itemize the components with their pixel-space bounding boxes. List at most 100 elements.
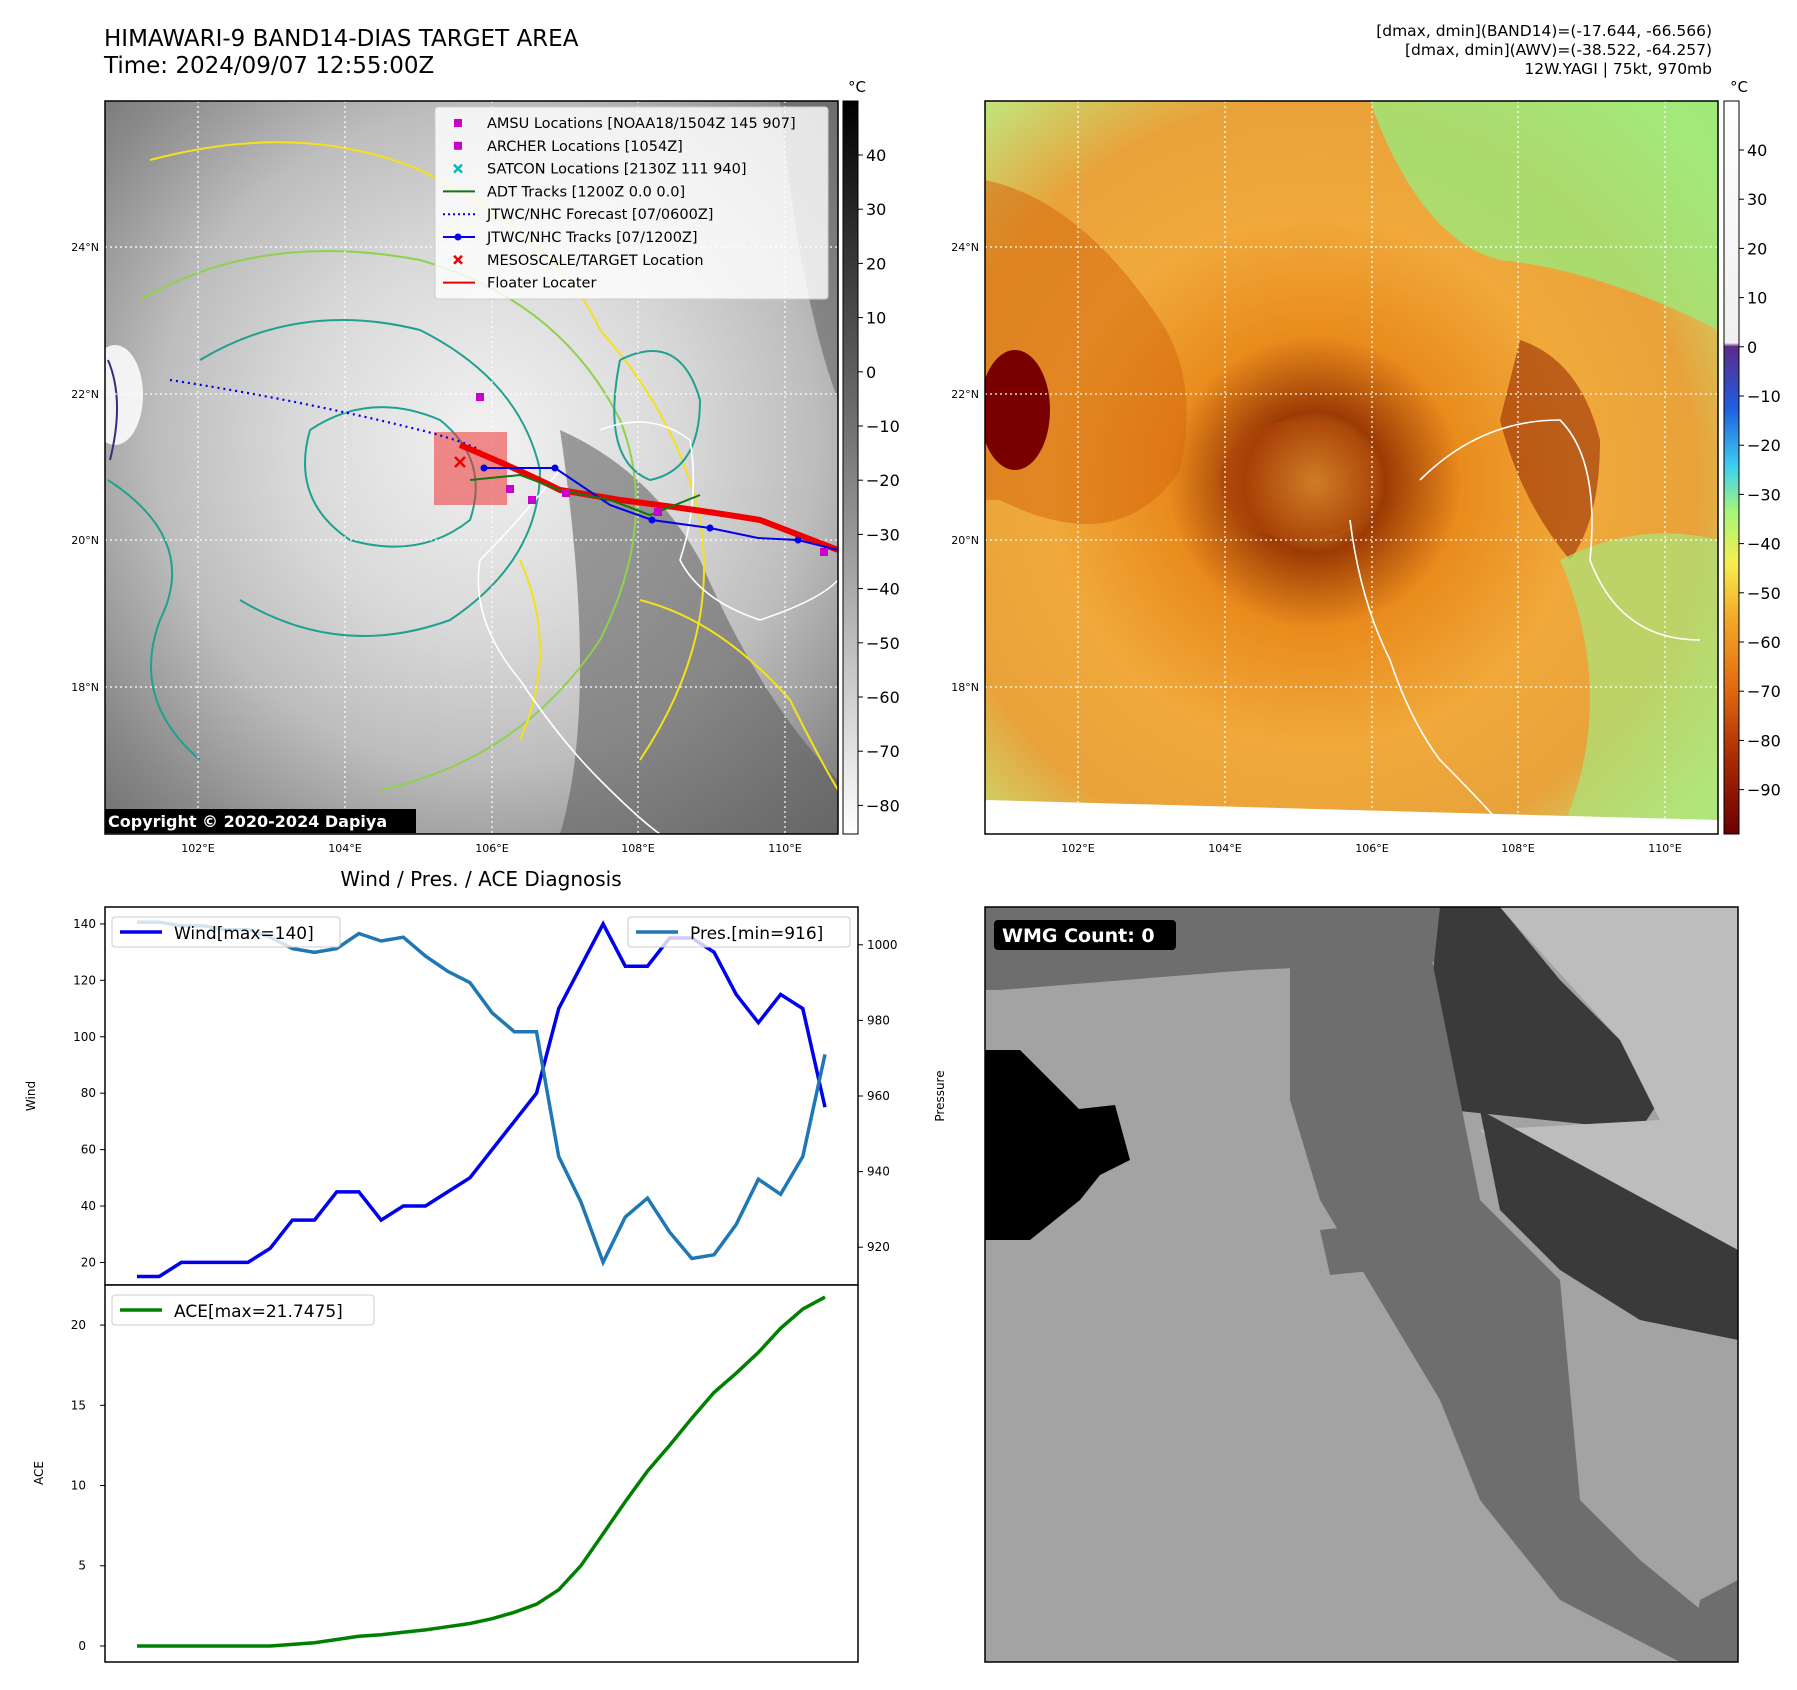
pressure-ylabel: Pressure (933, 1070, 947, 1121)
wmg-count-badge (994, 920, 1176, 950)
ace-ytick: 10 (71, 1479, 86, 1493)
map-left-frame (104, 100, 839, 835)
colorbar-right-tick: −70 (1747, 682, 1781, 701)
info-line-1: [dmax, dmin](BAND14)=(-17.644, -66.566) (1376, 22, 1712, 40)
ace-legend-label: ACE[max=21.7475] (174, 1302, 343, 1322)
ir-map-left: Copyright © 2020-2024 Dapiya AMSU Locati… (71, 100, 839, 855)
colorbar-left-tick: 40 (866, 146, 886, 165)
pressure-ytick: 940 (867, 1165, 890, 1179)
map-right-lon-tick: 106°E (1355, 842, 1388, 855)
map-left-lon-tick: 102°E (181, 842, 214, 855)
colorbar-left-tick: −10 (866, 417, 900, 436)
jtwc-best-track (484, 467, 838, 551)
colorbar-right-bar (1723, 100, 1740, 835)
wind-ytick: 120 (73, 973, 96, 987)
colorbar-left-tick: −40 (866, 580, 900, 599)
colorbar-right-tick: −40 (1747, 535, 1781, 554)
colorbar-right-tick: −90 (1747, 781, 1781, 800)
wind-legend-label: Wind[max=140] (174, 924, 314, 944)
legend-item-label: ADT Tracks [1200Z 0.0 0.0] (487, 184, 685, 200)
colorbar-left-unit: °C (848, 78, 866, 96)
colorbar-left-tick: −70 (866, 742, 900, 761)
colorbar-left-tick: −20 (866, 471, 900, 490)
legend-item-label: JTWC/NHC Forecast [07/0600Z] (486, 207, 713, 223)
ace-ytick: 5 (78, 1559, 86, 1573)
ir-map-right: 24°N 22°N 20°N 18°N 102°E 104°E 106°E 108°E 110… (951, 100, 1719, 855)
colorbar-left-tick: 0 (866, 363, 876, 382)
colorbar-right-tick: −60 (1747, 633, 1781, 652)
legend-item-label: ARCHER Locations [1054Z] (487, 139, 683, 155)
colorbar-left-tick: −80 (866, 796, 900, 815)
colorbar-right: °C 40 30 20 10 0 −10 −20 −30 −40 −50 −60 −70 −80 −90 (1723, 78, 1781, 835)
map-right-lon-tick: 104°E (1208, 842, 1241, 855)
map-right-lat-tick: 22°N (951, 388, 979, 401)
colorbar-left-tick: −50 (866, 634, 900, 653)
wind-ytick: 20 (81, 1255, 96, 1269)
colorbar-left-tick: 10 (866, 309, 886, 328)
pressure-legend-label: Pres.[min=916] (690, 924, 823, 944)
floater-locater-track (458, 442, 838, 553)
pressure-ytick: 920 (867, 1240, 890, 1254)
colorbar-right-tick: −80 (1747, 731, 1781, 750)
ace-ytick: 0 (78, 1639, 86, 1653)
colorbar-right-unit: °C (1730, 78, 1748, 96)
map-left-lon-tick: 108°E (621, 842, 654, 855)
colorbar-right-tick: −50 (1747, 584, 1781, 603)
ace-ytick: 20 (71, 1318, 86, 1332)
title-line-1: HIMAWARI-9 BAND14-DIAS TARGET AREA (104, 26, 579, 52)
colorbar-right-tick: 30 (1747, 190, 1767, 209)
wmg-count-label: WMG Count: 0 (1002, 925, 1155, 947)
ace-ytick: 15 (71, 1398, 86, 1412)
wind-ytick: 80 (81, 1086, 96, 1100)
wind-legend: Wind[max=140] (111, 916, 341, 948)
colorbar-right-tick: 20 (1747, 239, 1767, 258)
legend-item-label: Floater Locater (487, 276, 596, 292)
legend-item-label: SATCON Locations [2130Z 111 940] (487, 162, 746, 178)
colorbar-right-tick: −30 (1747, 485, 1781, 504)
legend-item-label: JTWC/NHC Tracks [07/1200Z] (486, 230, 698, 246)
pressure-ytick: 980 (867, 1013, 890, 1027)
colorbar-right-tick: 0 (1747, 338, 1757, 357)
pressure-legend: Pres.[min=916] (627, 916, 851, 948)
copyright-text: Copyright © 2020-2024 Dapiya (108, 812, 387, 831)
map-left-lat-tick: 22°N (71, 388, 99, 401)
diagnosis-title: Wind / Pres. / ACE Diagnosis (340, 867, 621, 891)
wmg-frame (984, 906, 1739, 1663)
colorbar-left-tick: −60 (866, 688, 900, 707)
info-line-3: 12W.YAGI | 75kt, 970mb (1524, 60, 1712, 78)
colorbar-left-tick: −30 (866, 525, 900, 544)
legend-item-label: AMSU Locations [NOAA18/1504Z 145 907] (487, 116, 796, 132)
colorbar-right-tick: −10 (1747, 387, 1781, 406)
title-line-2: Time: 2024/09/07 12:55:00Z (104, 53, 435, 79)
map-right-lon-tick: 102°E (1061, 842, 1094, 855)
storm-info: [dmax, dmin](BAND14)=(-17.644, -66.566) … (1100, 22, 1712, 79)
map-left-lat-tick: 24°N (71, 241, 99, 254)
wind-series-line (137, 920, 827, 1279)
ace-frame (104, 1284, 859, 1663)
map-right-lon-tick: 110°E (1648, 842, 1681, 855)
ace-ylabel: ACE (32, 1461, 46, 1485)
map-left-lon-tick: 110°E (768, 842, 801, 855)
map-left-lat-tick: 20°N (71, 534, 99, 547)
colorbar-left-tick: 30 (866, 200, 886, 219)
colorbar-left: °C 40 30 20 10 0 −10 −20 −30 −40 −50 −60 −70 −80 (842, 78, 900, 835)
info-line-2: [dmax, dmin](AWV)=(-38.522, -64.257) (1405, 41, 1712, 59)
pressure-ytick: 1000 (867, 938, 898, 952)
map-right-lat-tick: 24°N (951, 241, 979, 254)
wind-ytick: 140 (73, 917, 96, 931)
ace-chart: 0 5 10 15 20 ACE ACE[max=21.7475] (32, 1284, 859, 1663)
map-right-lat-tick: 18°N (951, 681, 979, 694)
wind-pressure-frame (104, 906, 859, 1286)
ace-legend: ACE[max=21.7475] (111, 1294, 375, 1326)
figure-title: HIMAWARI-9 BAND14-DIAS TARGET AREA Time:… (104, 26, 578, 80)
pressure-ytick: 960 (867, 1089, 890, 1103)
ace-series-line (137, 1295, 826, 1648)
legend-item-label: MESOSCALE/TARGET Location (487, 253, 704, 269)
wind-ytick: 100 (73, 1030, 96, 1044)
wind-ytick: 40 (81, 1199, 96, 1213)
colorbar-right-tick: 40 (1747, 141, 1767, 160)
map-left-lon-tick: 106°E (475, 842, 508, 855)
